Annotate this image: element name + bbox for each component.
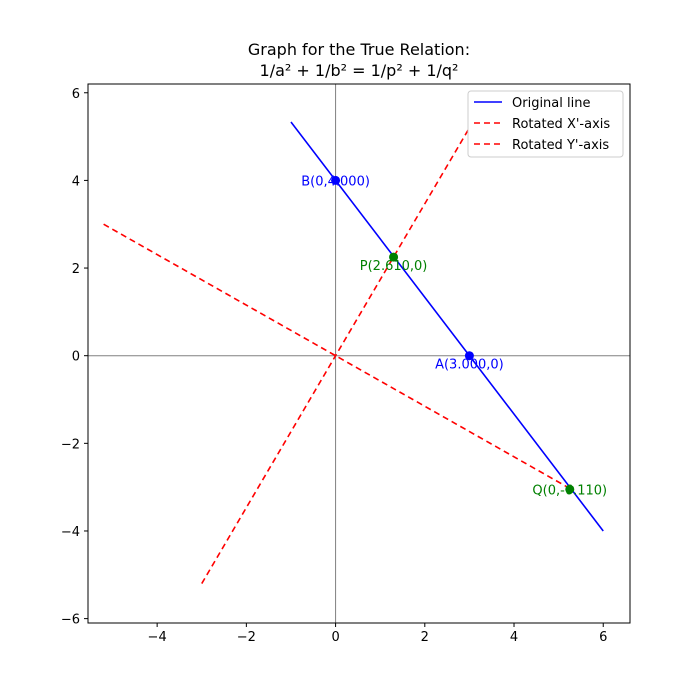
legend-label-1: Rotated X'-axis	[512, 117, 610, 132]
series-line-1	[201, 127, 471, 584]
legend-label-0: Original line	[512, 96, 590, 111]
x-tick-label: −2	[237, 630, 256, 645]
point-marker-1	[331, 175, 341, 185]
y-tick-label: 0	[72, 350, 80, 365]
y-tick-label: −6	[61, 613, 80, 628]
y-tick-label: 2	[72, 262, 80, 277]
legend-label-2: Rotated Y'-axis	[512, 138, 609, 153]
point-label-2: P(2.610,0)	[360, 259, 428, 274]
legend-box	[467, 90, 624, 158]
chart-title-line: 1/a² + 1/b² = 1/p² + 1/q²	[260, 61, 459, 80]
point-label-0: A(3.000,0)	[435, 358, 504, 373]
x-tick-label: −4	[148, 630, 167, 645]
point-label-1: B(0,4.000)	[301, 174, 370, 189]
point-marker-3	[565, 484, 575, 494]
series-line-0	[290, 121, 604, 532]
point-label-3: Q(0,-6.110)	[532, 483, 607, 498]
series-line-2	[103, 223, 568, 488]
y-tick-label: 6	[72, 87, 80, 102]
x-tick-label: 2	[421, 630, 429, 645]
plot-frame	[87, 83, 631, 624]
x-tick-label: 0	[331, 630, 339, 645]
chart-title-line: Graph for the True Relation:	[248, 40, 470, 59]
point-marker-0	[464, 351, 474, 361]
y-tick-label: −2	[61, 437, 80, 452]
x-tick-label: 6	[599, 630, 607, 645]
x-tick-label: 4	[510, 630, 518, 645]
y-tick-label: −4	[61, 525, 80, 540]
y-tick-label: 4	[72, 174, 80, 189]
point-marker-2	[389, 252, 399, 262]
